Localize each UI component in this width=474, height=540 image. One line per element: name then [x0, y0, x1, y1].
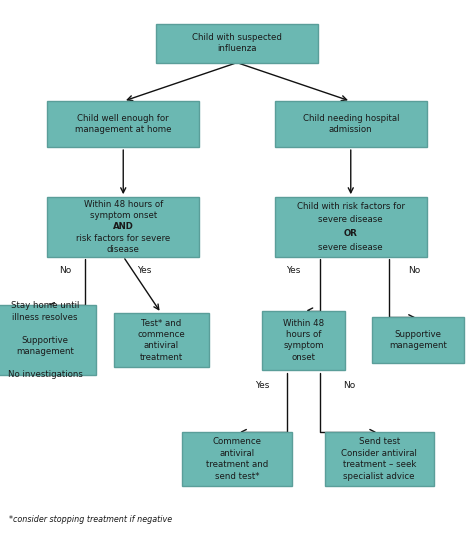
Text: Yes: Yes	[255, 381, 269, 389]
FancyBboxPatch shape	[47, 102, 199, 147]
Text: Test* and
commence
antiviral
treatment: Test* and commence antiviral treatment	[137, 319, 185, 362]
Text: Child with suspected
influenza: Child with suspected influenza	[192, 33, 282, 53]
Text: severe disease: severe disease	[319, 215, 383, 225]
Text: Stay home until
illness resolves

Supportive
management

No investigations: Stay home until illness resolves Support…	[8, 301, 82, 379]
Text: severe disease: severe disease	[319, 243, 383, 252]
FancyBboxPatch shape	[275, 197, 427, 256]
Text: No: No	[343, 381, 355, 389]
Text: No: No	[408, 266, 420, 274]
Text: OR: OR	[344, 229, 358, 238]
FancyBboxPatch shape	[156, 24, 318, 63]
Text: Within 48 hours of: Within 48 hours of	[83, 200, 163, 209]
FancyBboxPatch shape	[262, 310, 345, 370]
Text: AND: AND	[113, 222, 134, 231]
Text: *consider stopping treatment if negative: *consider stopping treatment if negative	[9, 515, 173, 524]
Text: Child needing hospital
admission: Child needing hospital admission	[302, 114, 399, 134]
Text: No: No	[59, 266, 72, 274]
FancyBboxPatch shape	[114, 313, 209, 367]
Text: Within 48
hours of
symptom
onset: Within 48 hours of symptom onset	[283, 319, 324, 362]
FancyBboxPatch shape	[0, 305, 96, 375]
FancyBboxPatch shape	[372, 317, 464, 363]
FancyBboxPatch shape	[47, 197, 199, 256]
Text: risk factors for severe: risk factors for severe	[76, 233, 170, 242]
Text: Child with risk factors for: Child with risk factors for	[297, 201, 405, 211]
FancyBboxPatch shape	[325, 432, 434, 486]
Text: symptom onset: symptom onset	[90, 211, 157, 220]
FancyBboxPatch shape	[275, 102, 427, 147]
Text: Child well enough for
management at home: Child well enough for management at home	[75, 114, 172, 134]
Text: Supportive
management: Supportive management	[389, 330, 447, 350]
Text: Yes: Yes	[137, 266, 152, 274]
Text: disease: disease	[107, 245, 140, 254]
FancyBboxPatch shape	[182, 432, 292, 486]
Text: Commence
antiviral
treatment and
send test*: Commence antiviral treatment and send te…	[206, 437, 268, 481]
Text: Send test
Consider antiviral
treatment – seek
specialist advice: Send test Consider antiviral treatment –…	[341, 437, 417, 481]
Text: Yes: Yes	[286, 266, 301, 274]
